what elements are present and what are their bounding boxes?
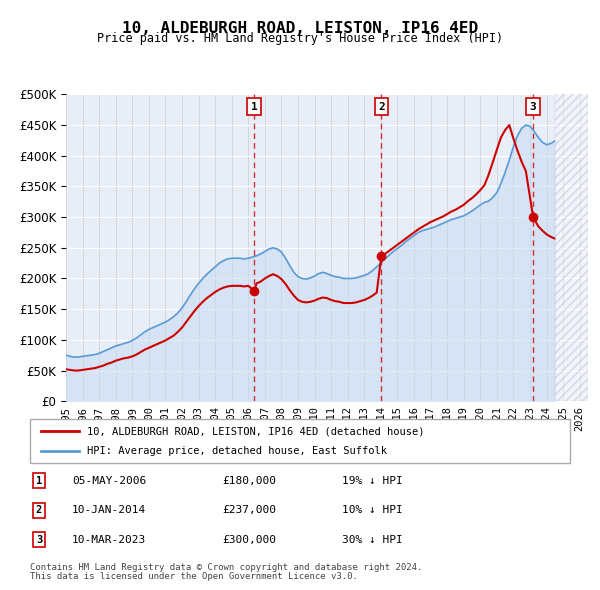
Text: 2: 2 [36, 506, 42, 515]
Text: 3: 3 [36, 535, 42, 545]
Text: This data is licensed under the Open Government Licence v3.0.: This data is licensed under the Open Gov… [30, 572, 358, 581]
Text: £237,000: £237,000 [222, 506, 276, 515]
Text: Price paid vs. HM Land Registry's House Price Index (HPI): Price paid vs. HM Land Registry's House … [97, 32, 503, 45]
Text: 10% ↓ HPI: 10% ↓ HPI [342, 506, 403, 515]
Text: 10-MAR-2023: 10-MAR-2023 [72, 535, 146, 545]
Text: 30% ↓ HPI: 30% ↓ HPI [342, 535, 403, 545]
Text: 1: 1 [251, 101, 257, 112]
Text: Contains HM Land Registry data © Crown copyright and database right 2024.: Contains HM Land Registry data © Crown c… [30, 563, 422, 572]
Text: 10, ALDEBURGH ROAD, LEISTON, IP16 4ED: 10, ALDEBURGH ROAD, LEISTON, IP16 4ED [122, 21, 478, 35]
Text: 3: 3 [530, 101, 536, 112]
Text: £300,000: £300,000 [222, 535, 276, 545]
Text: 2: 2 [378, 101, 385, 112]
Text: £180,000: £180,000 [222, 476, 276, 486]
Text: 05-MAY-2006: 05-MAY-2006 [72, 476, 146, 486]
Text: HPI: Average price, detached house, East Suffolk: HPI: Average price, detached house, East… [86, 446, 387, 455]
Text: 19% ↓ HPI: 19% ↓ HPI [342, 476, 403, 486]
FancyBboxPatch shape [30, 419, 570, 463]
Text: 1: 1 [36, 476, 42, 486]
Text: 10, ALDEBURGH ROAD, LEISTON, IP16 4ED (detached house): 10, ALDEBURGH ROAD, LEISTON, IP16 4ED (d… [86, 427, 424, 436]
Text: 10-JAN-2014: 10-JAN-2014 [72, 506, 146, 515]
